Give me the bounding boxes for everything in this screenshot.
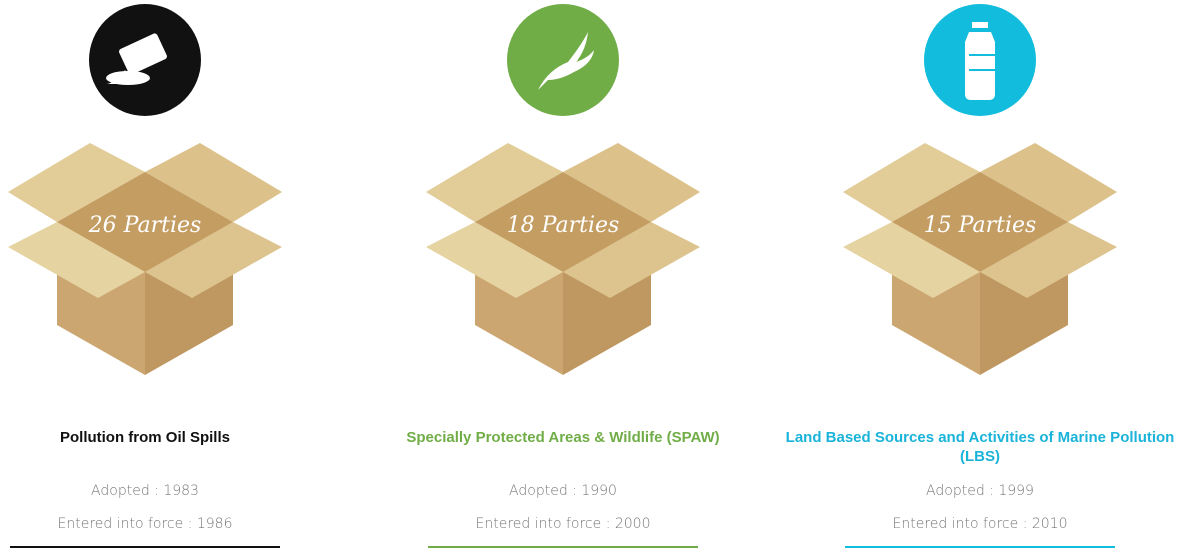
entered-date: Entered into force : 2010 <box>770 516 1190 532</box>
treaty-card: 18 Parties Specially Protected Areas & Wi… <box>393 0 733 548</box>
icon <box>965 22 995 100</box>
card-graphic: 18 Parties <box>418 0 708 400</box>
party-count: 15 Parties <box>924 213 1037 238</box>
party-count: 18 Parties <box>507 213 620 238</box>
page: 26 Parties Pollution from Oil Spills Adopt… <box>0 0 1190 548</box>
card-graphic: 26 Parties <box>0 0 290 400</box>
treaty-card: 15 Parties Land Based Sources and Activit… <box>770 0 1190 548</box>
entered-date: Entered into force : 1986 <box>0 516 295 532</box>
treaty-title: Specially Protected Areas & Wildlife (SP… <box>393 428 733 447</box>
treaty-title: Pollution from Oil Spills <box>0 428 295 447</box>
party-count: 26 Parties <box>88 213 202 238</box>
treaty-title: Land Based Sources and Activities of Mar… <box>770 428 1190 466</box>
icon-circle <box>507 4 619 116</box>
adopted-date: Adopted : 1999 <box>770 483 1190 499</box>
adopted-date: Adopted : 1990 <box>393 483 733 499</box>
adopted-date: Adopted : 1983 <box>0 483 295 499</box>
treaty-card: 26 Parties Pollution from Oil Spills Adopt… <box>0 0 295 548</box>
entered-date: Entered into force : 2000 <box>393 516 733 532</box>
card-graphic: 15 Parties <box>835 0 1125 400</box>
